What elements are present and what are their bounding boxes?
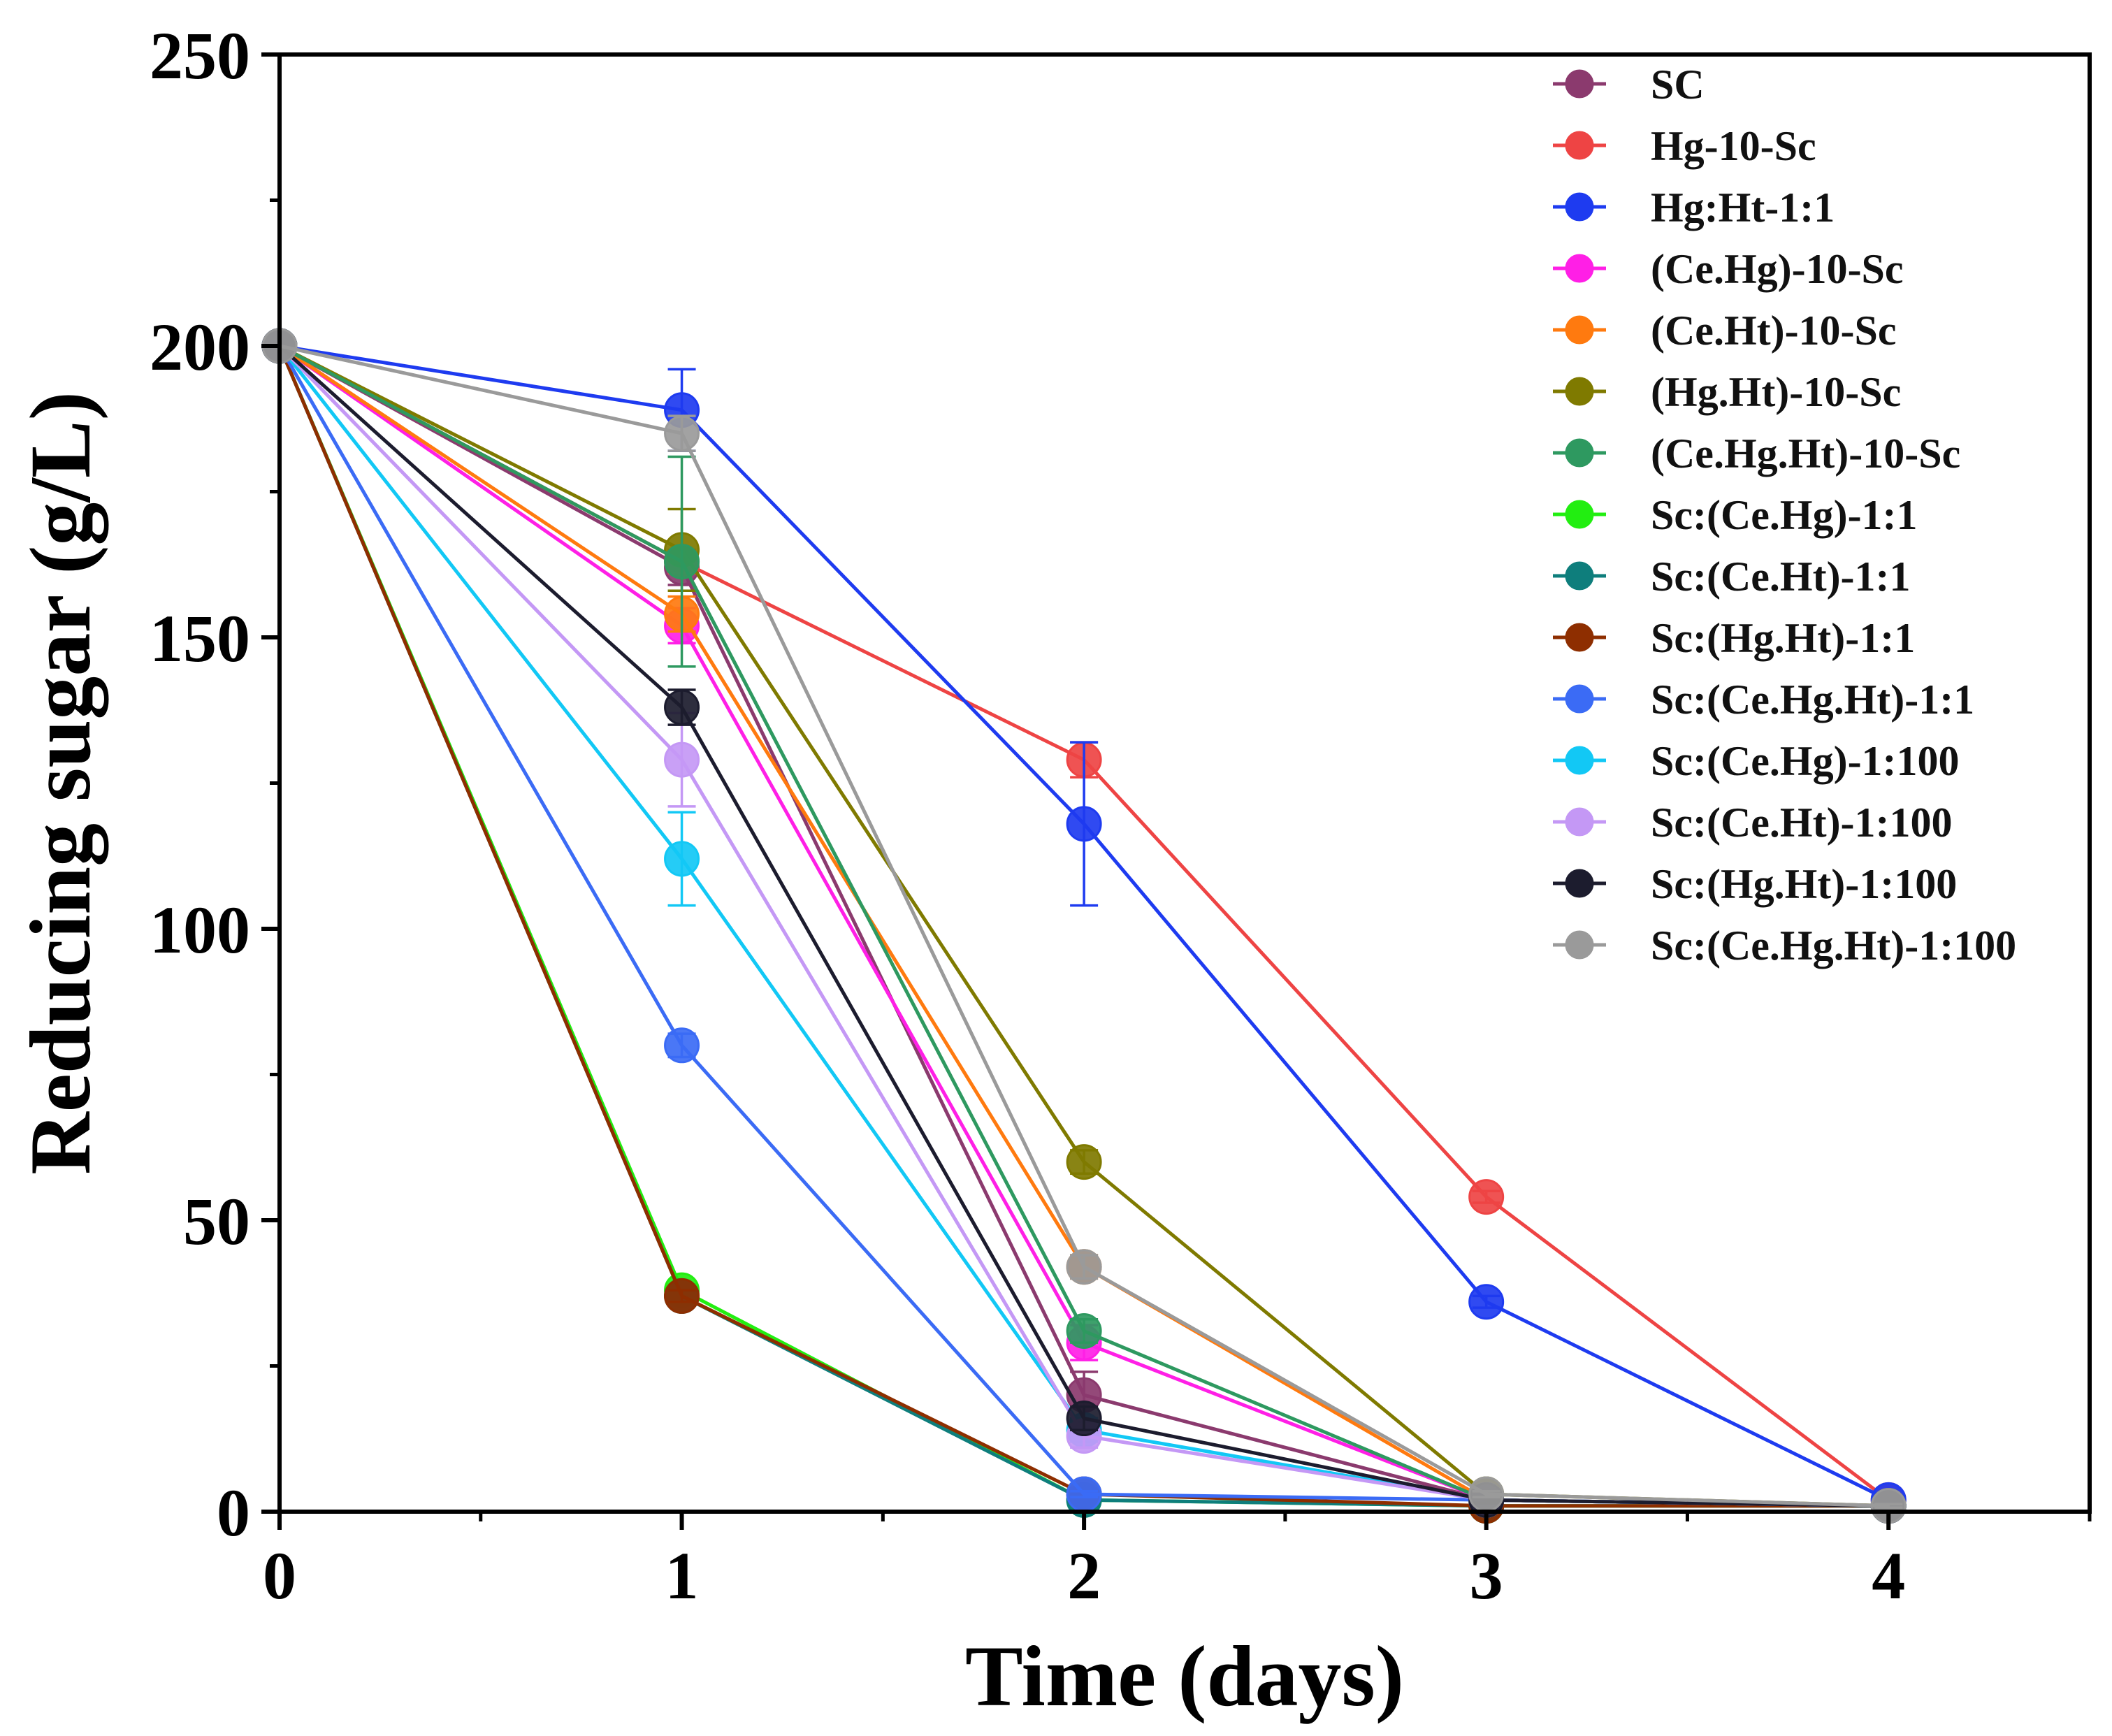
data-point [664, 415, 700, 451]
legend-item: (Ce.Hg.Ht)-10-Sc [1553, 431, 1960, 477]
y-tick-label: 50 [183, 1184, 250, 1259]
x-tick-label: 3 [1470, 1538, 1503, 1613]
x-tick-label: 2 [1067, 1538, 1101, 1613]
y-tick-label: 200 [150, 310, 250, 384]
data-point [1066, 1249, 1102, 1285]
legend-marker [1565, 561, 1594, 591]
y-tick-label: 250 [150, 18, 250, 93]
x-tick-label: 1 [665, 1538, 699, 1613]
axes [261, 52, 2092, 1530]
legend-label: (Ce.Hg)-10-Sc [1651, 246, 1904, 292]
legend-label: Hg:Ht-1:1 [1651, 185, 1835, 231]
legend-label: Sc:(Ce.Ht)-1:100 [1651, 800, 1953, 846]
legend-marker [1565, 684, 1594, 714]
legend-marker [1565, 869, 1594, 898]
legend: SC Hg-10-Sc Hg:Ht-1:1 (Ce.Hg)-10-Sc (Ce.Ht)-… [1553, 62, 2016, 969]
legend-item: (Hg.Ht)-10-Sc [1553, 369, 1901, 415]
legend-label: Sc:(Hg.Ht)-1:100 [1651, 861, 1957, 907]
data-point [1468, 1284, 1505, 1320]
data-point [1066, 806, 1102, 842]
legend-item: (Ce.Ht)-10-Sc [1553, 308, 1897, 354]
data-point [664, 1027, 700, 1064]
legend-label: Sc:(Ce.Ht)-1:1 [1651, 554, 1911, 600]
legend-item: (Ce.Hg)-10-Sc [1553, 246, 1904, 292]
legend-item: Sc:(Hg.Ht)-1:100 [1553, 861, 1957, 907]
legend-item: Sc:(Ce.Hg.Ht)-1:1 [1553, 677, 1974, 723]
legend-marker [1565, 500, 1594, 529]
legend-marker [1565, 438, 1594, 468]
legend-item: Sc:(Ce.Hg)-1:100 [1553, 738, 1960, 784]
legend-marker [1565, 623, 1594, 652]
legend-label: Sc:(Ce.Hg)-1:1 [1651, 492, 1918, 538]
legend-marker [1565, 315, 1594, 345]
legend-label: Sc:(Ce.Hg)-1:100 [1651, 738, 1960, 784]
data-point [664, 544, 700, 580]
legend-item: Sc:(Ce.Ht)-1:1 [1553, 554, 1911, 600]
legend-item: Hg-10-Sc [1553, 123, 1816, 169]
legend-marker [1565, 69, 1594, 99]
data-point [1468, 1476, 1505, 1512]
y-axis-title: Reducing sugar (g/L) [13, 391, 109, 1175]
legend-label: SC [1651, 62, 1705, 108]
legend-item: Sc:(Hg.Ht)-1:1 [1553, 615, 1915, 661]
tick-labels: 0 1 2 3 4 0 50 100 150 200 250 [150, 18, 1905, 1613]
legend-marker [1565, 377, 1594, 406]
x-axis-title: Time (days) [965, 1628, 1404, 1724]
legend-marker [1565, 254, 1594, 283]
legend-item: Sc:(Ce.Hg)-1:1 [1553, 492, 1918, 538]
data-point [1066, 1312, 1102, 1349]
data-point [1066, 1401, 1102, 1437]
y-tick-label: 150 [150, 601, 250, 676]
legend-item: Hg:Ht-1:1 [1553, 185, 1835, 231]
y-tick-label: 0 [217, 1475, 250, 1550]
data-point [664, 742, 700, 778]
data-point [664, 1278, 700, 1314]
legend-item: Sc:(Ce.Hg.Ht)-1:100 [1553, 923, 2016, 969]
legend-marker [1565, 930, 1594, 960]
legend-label: (Hg.Ht)-10-Sc [1651, 369, 1901, 415]
data-point [664, 841, 700, 877]
legend-label: Sc:(Hg.Ht)-1:1 [1651, 615, 1915, 661]
data-point [1468, 1179, 1505, 1215]
legend-item: SC [1553, 62, 1705, 108]
data-point [1066, 1144, 1102, 1180]
legend-marker [1565, 131, 1594, 160]
y-tick-label: 100 [150, 892, 250, 967]
legend-marker [1565, 746, 1594, 775]
legend-label: Hg-10-Sc [1651, 123, 1816, 169]
legend-label: (Ce.Ht)-10-Sc [1651, 308, 1897, 354]
legend-item: Sc:(Ce.Ht)-1:100 [1553, 800, 1953, 846]
legend-label: Sc:(Ce.Hg.Ht)-1:1 [1651, 677, 1974, 723]
legend-marker [1565, 192, 1594, 222]
legend-label: Sc:(Ce.Hg.Ht)-1:100 [1651, 923, 2016, 969]
legend-label: (Ce.Hg.Ht)-10-Sc [1651, 431, 1960, 477]
x-tick-label: 4 [1872, 1538, 1905, 1613]
x-tick-label: 0 [263, 1538, 296, 1613]
legend-marker [1565, 807, 1594, 837]
data-point [664, 689, 700, 725]
data-point [1066, 1476, 1102, 1512]
